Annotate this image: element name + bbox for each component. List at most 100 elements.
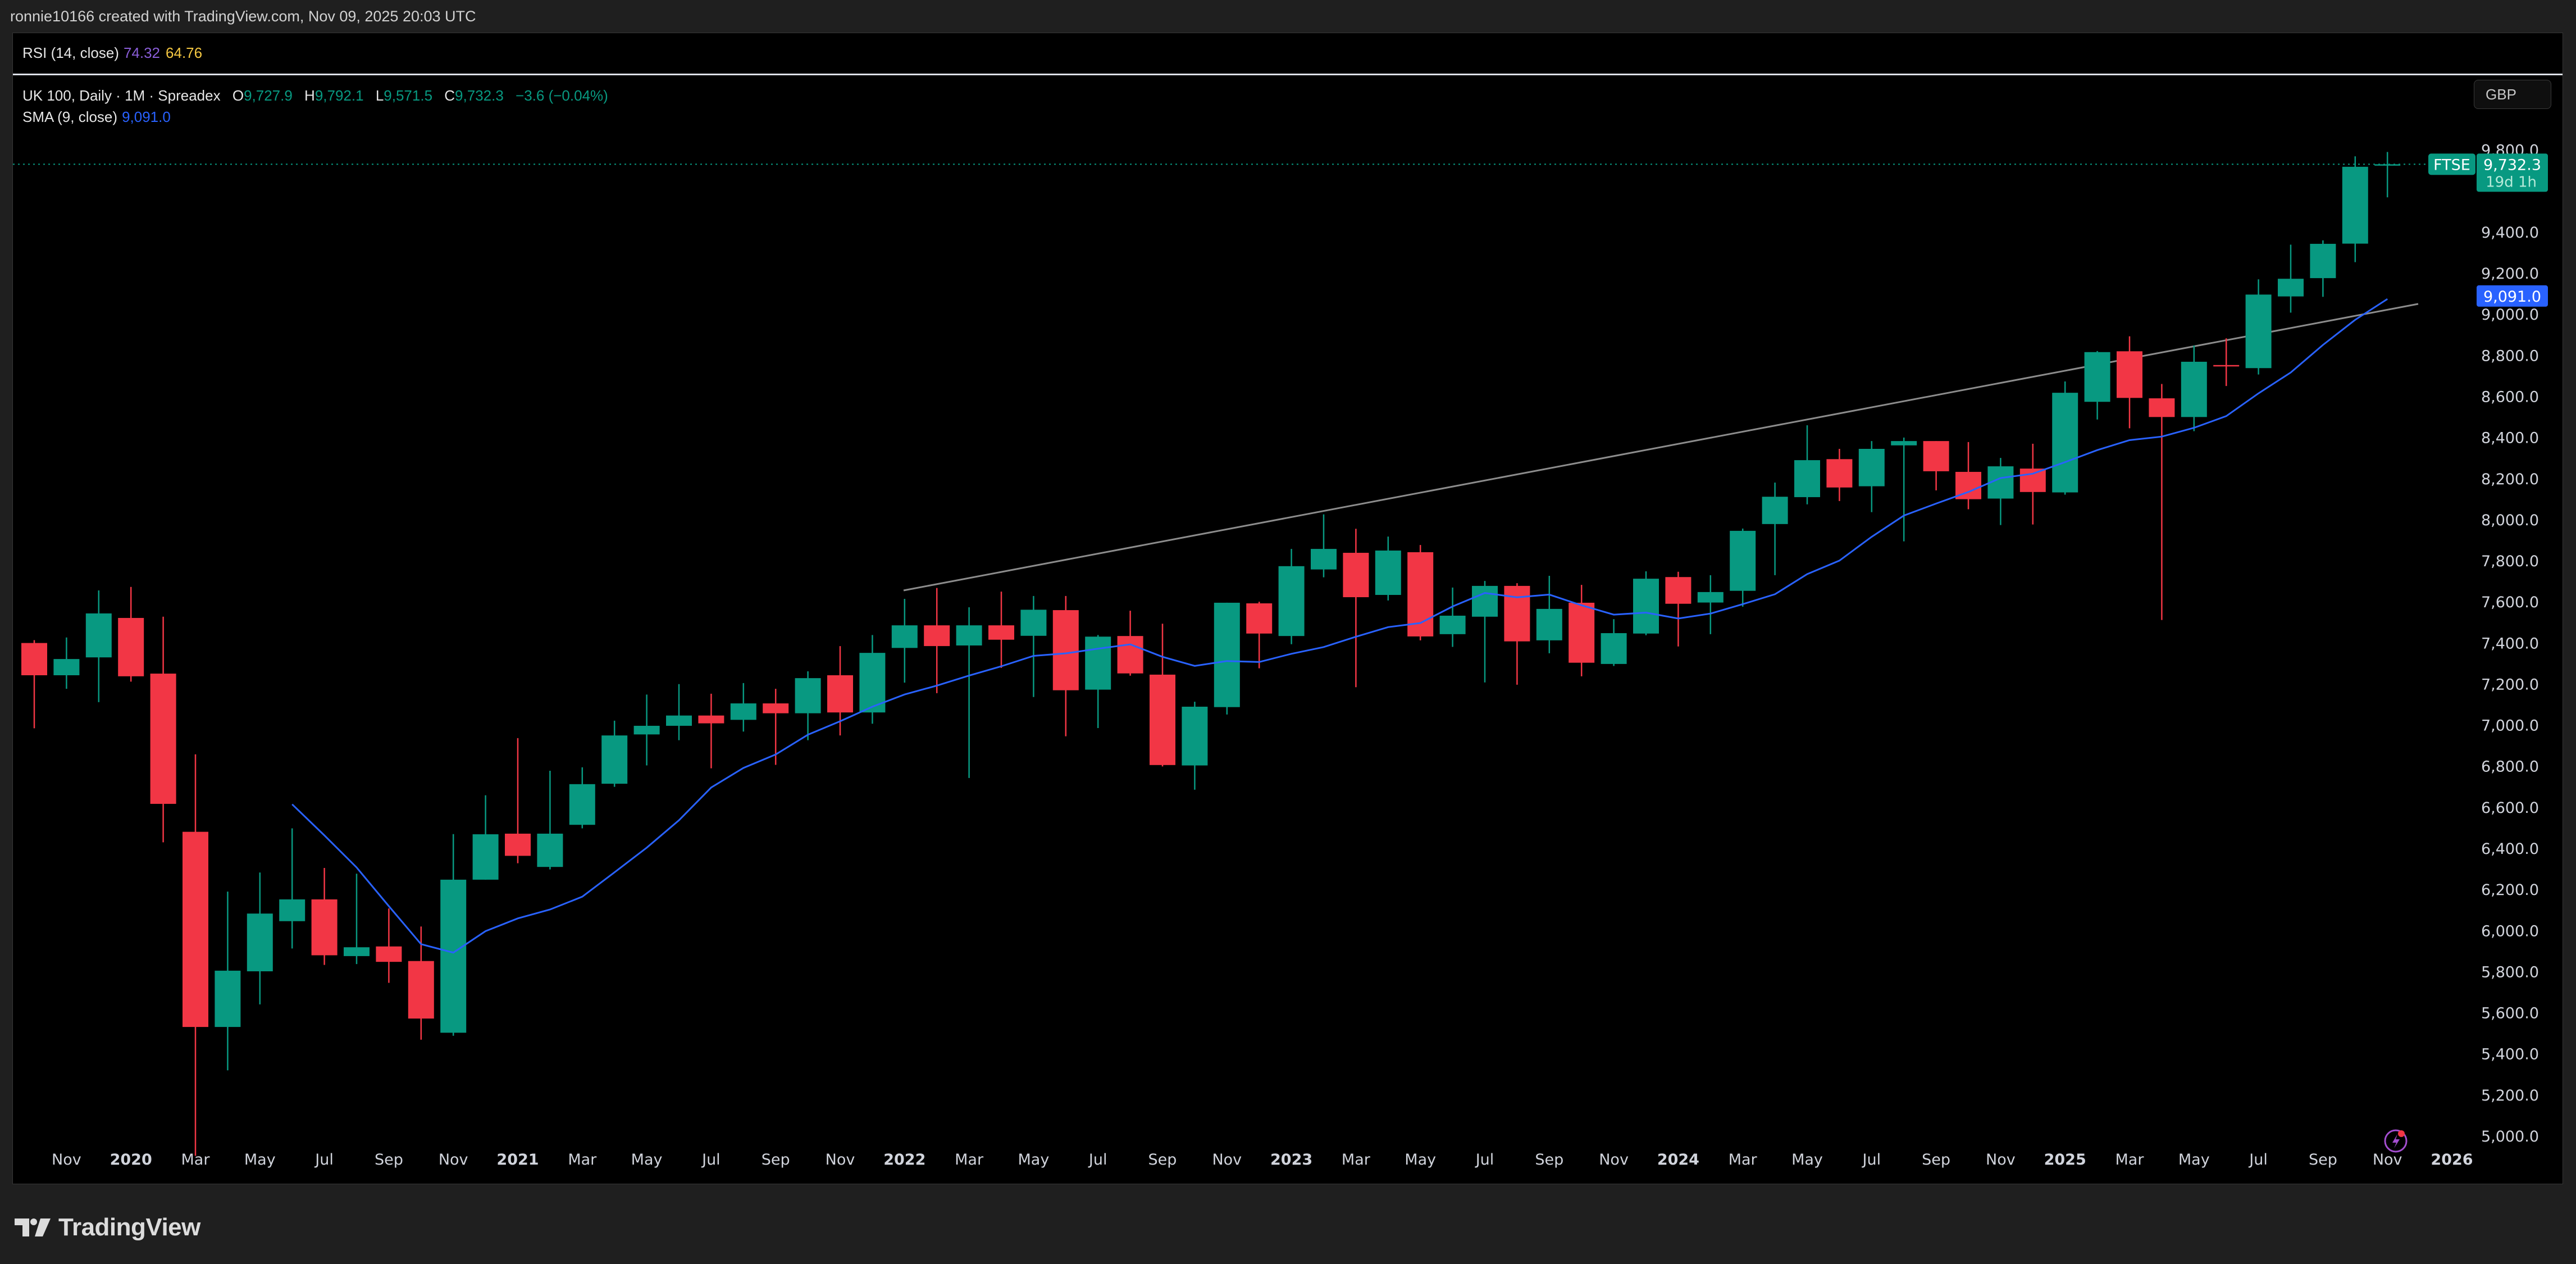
main-legend: UK 100, Daily · 1M · Spreadex O9,727.9 H… [22,85,608,128]
time-axis-tick: 2022 [883,1151,925,1168]
price-axis-tick: 9,400.0 [2481,224,2539,242]
price-axis-tick: 8,800.0 [2481,347,2539,365]
candle [891,598,918,683]
candle [1891,437,1917,542]
price-axis-tick: 7,600.0 [2481,594,2539,611]
time-axis-tick: Mar [181,1151,211,1168]
candle [1665,571,1692,647]
time-axis-tick: Nov [1212,1151,1242,1168]
time-axis-tick: Jul [1862,1151,1881,1168]
currency-button[interactable]: GBP [2474,80,2551,109]
candle [956,607,982,778]
tradingview-logo[interactable]: TradingView [15,1213,200,1242]
time-axis-tick: 2023 [1270,1151,1312,1168]
time-axis[interactable]: Nov 2020 Mar May Jul Sep Nov 2021 Mar May Jul Sep No… [52,1151,2473,1168]
candle [279,828,306,949]
price-axis-tick: 8,600.0 [2481,388,2539,406]
trendline[interactable] [903,303,2419,592]
candle [1504,583,1530,685]
rsi-label: RSI (14, close) [22,44,119,61]
candle [569,767,595,829]
time-axis-tick: Nov [1986,1151,2016,1168]
candle [988,592,1014,668]
candle [21,640,47,729]
candle [537,771,563,870]
time-axis-tick: Nov [826,1151,855,1168]
open-value: 9,727.9 [244,87,293,104]
time-axis-tick: May [1405,1151,1436,1168]
time-axis-tick: Mar [1342,1151,1371,1168]
candle [1052,595,1079,736]
candle [1150,624,1175,767]
ohlc-legend-row: UK 100, Daily · 1M · Spreadex O9,727.9 H… [22,87,608,104]
candle [1278,549,1305,644]
candle [85,590,112,702]
time-axis-tick: Mar [1729,1151,1758,1168]
time-axis-tick: Mar [2115,1151,2145,1168]
candle [763,689,789,765]
price-axis-tick: 7,400.0 [2481,635,2539,652]
candle [247,872,273,1004]
price-axis-tick: 6,200.0 [2481,881,2539,899]
price-axis-tick: 7,000.0 [2481,717,2539,735]
price-axis-tick: 5,800.0 [2481,963,2539,981]
candle [1214,602,1240,715]
candlestick-series [21,152,2401,1156]
symbol-title[interactable]: UK 100, Daily · 1M · Spreadex [22,87,221,104]
price-axis-tick: 5,600.0 [2481,1005,2539,1022]
candle [472,795,499,880]
time-axis-tick: Jul [1475,1151,1494,1168]
time-axis-tick: Sep [762,1151,790,1168]
candle [1794,425,1820,504]
symbol-tag: FTSE [2428,153,2475,175]
time-axis-tick: Sep [1148,1151,1177,1168]
sma-label[interactable]: SMA (9, close) [22,108,118,125]
svg-text:FTSE: FTSE [2433,156,2470,174]
price-axis-tick: 8,200.0 [2481,471,2539,488]
price-chart[interactable]: 5,000.0 5,200.0 5,400.0 5,600.0 5,800.0 6,000… [13,33,2564,1185]
time-axis-tick: Nov [1599,1151,1629,1168]
candle [859,635,886,724]
candle [2310,240,2336,297]
candle [2278,244,2304,313]
rsi-pane[interactable]: RSI (14, close) 74.32 64.76 [13,33,2563,74]
time-axis-tick: Sep [1922,1151,1950,1168]
candle [2149,384,2175,620]
lightning-alert-icon[interactable] [2384,1129,2408,1153]
candle [408,926,434,1040]
price-axis[interactable]: 5,000.0 5,200.0 5,400.0 5,600.0 5,800.0 6,000… [2481,142,2539,1145]
time-axis-tick: 2024 [1657,1151,1699,1168]
rsi-legend: RSI (14, close) 74.32 64.76 [22,44,202,62]
change-value: −3.6 (−0.04%) [516,87,608,104]
pane-divider[interactable] [13,74,2563,75]
time-axis-tick: Jul [701,1151,721,1168]
attribution-text: ronnie10166 created with TradingView.com… [10,8,476,25]
candle [1020,595,1047,697]
candle [1085,635,1111,728]
candle [1697,575,1724,634]
time-axis-tick: Jul [314,1151,334,1168]
candle [2342,156,2368,262]
chart-frame[interactable]: RSI (14, close) 74.32 64.76 5,000.0 5,200.0… [12,33,2563,1184]
price-axis-tick: 8,000.0 [2481,512,2539,529]
low-value: 9,571.5 [384,87,433,104]
time-axis-tick: 2021 [496,1151,539,1168]
candle [150,616,176,843]
time-axis-tick: Nov [52,1151,81,1168]
sma-price-tag: 9,091.0 [2477,285,2548,307]
candle [215,892,241,1071]
time-axis-tick: Mar [955,1151,984,1168]
candle [2374,152,2401,198]
sma-value: 9,091.0 [122,108,171,125]
candle [1858,441,1885,512]
time-axis-tick: Nov [2373,1151,2402,1168]
time-axis-tick: Mar [568,1151,597,1168]
candle [2117,336,2142,429]
price-axis-tick: 6,000.0 [2481,922,2539,940]
candle [53,637,80,689]
rsi-ma-value: 64.76 [166,44,203,61]
candle [1633,571,1659,635]
time-axis-tick: Nov [439,1151,468,1168]
sma-line [291,298,2388,954]
